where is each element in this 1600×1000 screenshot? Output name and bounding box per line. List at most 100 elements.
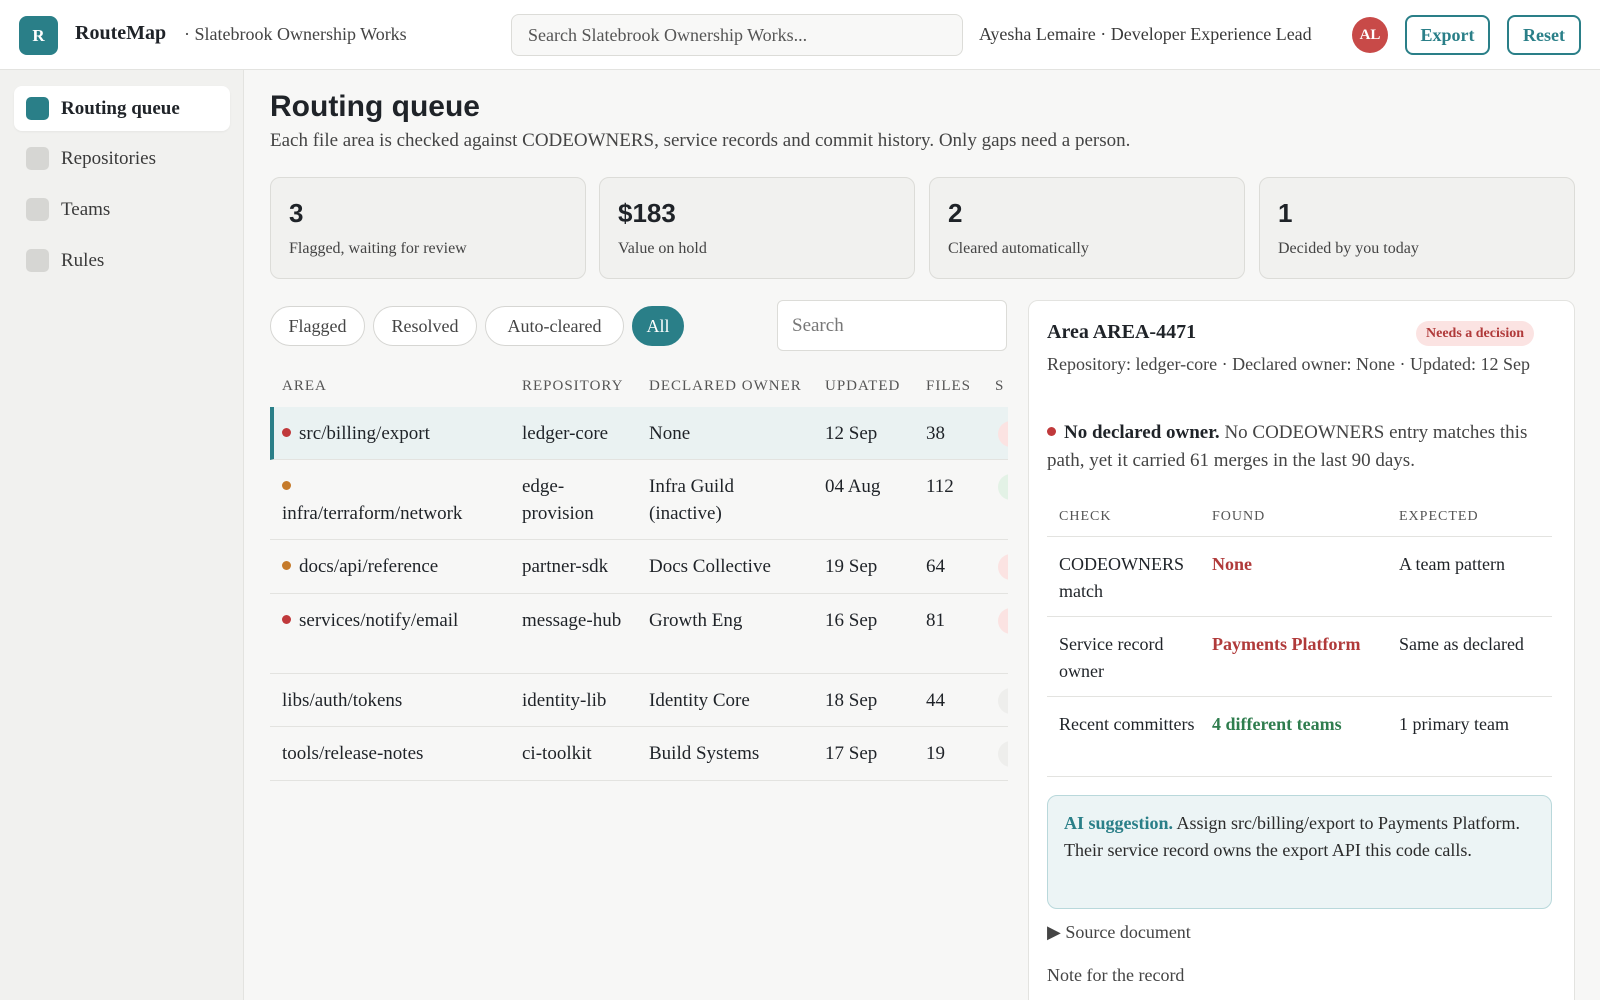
check-divider xyxy=(1047,776,1552,777)
table-row[interactable]: src/billing/export ledger-core None 12 S… xyxy=(270,407,1008,460)
table-row[interactable]: libs/auth/tokens identity-lib Identity C… xyxy=(270,674,1008,727)
column-header-updated[interactable]: UPDATED xyxy=(825,378,901,394)
files-cell: 112 xyxy=(926,476,954,497)
updated-cell: 12 Sep xyxy=(825,423,878,444)
export-button[interactable]: Export xyxy=(1405,15,1490,55)
page-subtitle: Each file area is checked against CODEOW… xyxy=(270,130,1131,151)
table-search-input[interactable]: Search xyxy=(777,300,1007,351)
sidebar-item-rules[interactable]: Rules xyxy=(14,238,230,283)
column-header-status[interactable]: S xyxy=(995,378,1005,394)
table-row[interactable]: infra/terraform/network edge-provision I… xyxy=(270,460,1008,540)
repository-cell: ledger-core xyxy=(522,423,609,444)
status-dot-red xyxy=(282,428,291,437)
status-dot-red xyxy=(1047,427,1056,436)
finding-headline: No declared owner. xyxy=(1064,422,1220,443)
column-header-area[interactable]: AREA xyxy=(282,378,327,394)
check-found: Payments Platform xyxy=(1212,634,1361,654)
status-dot-orange xyxy=(282,561,291,570)
stat-label: Decided by you today xyxy=(1278,240,1419,257)
area-path: services/notify/email xyxy=(299,610,459,631)
reset-button[interactable]: Reset xyxy=(1507,15,1581,55)
finding-text: No CODEOWNERS entry matches this path, y… xyxy=(1047,422,1528,471)
avatar[interactable]: AL xyxy=(1352,17,1388,53)
updated-cell: 19 Sep xyxy=(825,556,878,577)
stat-card-flagged: 3 Flagged, waiting for review xyxy=(270,177,586,279)
stat-card-cleared: 2 Cleared automatically xyxy=(929,177,1245,279)
area-cell: infra/terraform/network xyxy=(282,473,512,527)
area-cell: services/notify/email xyxy=(282,607,458,634)
stat-label: Flagged, waiting for review xyxy=(289,240,467,257)
app-name: RouteMap xyxy=(75,22,167,44)
repository-cell: edge-provision xyxy=(522,476,594,524)
stat-value: 1 xyxy=(1278,198,1293,228)
area-path: infra/terraform/network xyxy=(282,503,463,524)
sidebar-item-label: Teams xyxy=(61,198,111,220)
filter-chip-auto-cleared[interactable]: Auto-cleared xyxy=(485,306,624,346)
sidebar: Routing queue Repositories Teams Rules xyxy=(0,70,244,1000)
check-divider xyxy=(1047,616,1552,617)
stat-value: $183 xyxy=(618,198,676,228)
detail-meta: Repository: ledger-core · Declared owner… xyxy=(1047,354,1530,374)
status-pill xyxy=(998,421,1008,447)
sidebar-item-routing-queue[interactable]: Routing queue xyxy=(14,86,230,131)
column-header-repository[interactable]: REPOSITORY xyxy=(522,378,624,394)
check-found: None xyxy=(1212,554,1252,574)
updated-cell: 18 Sep xyxy=(825,690,878,711)
filter-chip-flagged[interactable]: Flagged xyxy=(270,306,365,346)
status-pill xyxy=(998,688,1008,714)
table-row[interactable]: docs/api/reference partner-sdk Docs Coll… xyxy=(270,540,1008,594)
area-cell: docs/api/reference xyxy=(282,553,438,580)
check-found: 4 different teams xyxy=(1212,714,1342,734)
check-expected: Same as declared xyxy=(1399,634,1524,654)
sidebar-item-label: Rules xyxy=(61,249,105,271)
sidebar-item-repositories[interactable]: Repositories xyxy=(14,136,230,181)
owner-cell: Identity Core xyxy=(649,690,750,711)
stat-card-decided: 1 Decided by you today xyxy=(1259,177,1575,279)
queue-icon xyxy=(26,97,49,120)
filter-chip-all[interactable]: All xyxy=(632,306,684,346)
files-cell: 19 xyxy=(926,743,945,764)
status-pill xyxy=(998,554,1008,580)
table-row[interactable]: tools/release-notes ci-toolkit Build Sys… xyxy=(270,727,1008,781)
detail-panel: Area AREA-4471 Needs a decision Reposito… xyxy=(1028,300,1575,1000)
updated-cell: 17 Sep xyxy=(825,743,878,764)
status-dot-red xyxy=(282,615,291,624)
check-name: Service record owner xyxy=(1059,634,1164,681)
top-bar: R RouteMap · Slatebrook Ownership Works … xyxy=(0,0,1600,70)
sidebar-item-label: Repositories xyxy=(61,147,156,169)
teams-icon xyxy=(26,198,49,221)
check-divider xyxy=(1047,536,1552,537)
sidebar-item-teams[interactable]: Teams xyxy=(14,187,230,232)
check-header-expected: EXPECTED xyxy=(1399,509,1479,524)
area-cell: tools/release-notes xyxy=(282,743,424,764)
column-header-files[interactable]: FILES xyxy=(926,378,972,394)
note-label: Note for the record xyxy=(1047,965,1185,985)
owner-cell: Growth Eng xyxy=(649,610,743,631)
area-cell: src/billing/export xyxy=(282,420,430,447)
app-logo[interactable]: R xyxy=(19,16,58,55)
owner-cell: None xyxy=(649,423,691,444)
org-name: · Slatebrook Ownership Works xyxy=(184,24,407,44)
check-header-found: FOUND xyxy=(1212,509,1266,524)
stat-card-value-on-hold: $183 Value on hold xyxy=(599,177,915,279)
owner-cell: Docs Collective xyxy=(649,556,771,577)
filter-chip-resolved[interactable]: Resolved xyxy=(373,306,477,346)
status-pill xyxy=(998,474,1008,500)
user-name-role: Ayesha Lemaire · Developer Experience Le… xyxy=(979,24,1312,44)
table-row[interactable]: services/notify/email message-hub Growth… xyxy=(270,594,1008,674)
status-pill xyxy=(998,608,1008,634)
ai-suggestion-text: Assign src/billing/export to Payments Pl… xyxy=(1064,813,1521,860)
check-expected: A team pattern xyxy=(1399,554,1505,574)
status-badge: Needs a decision xyxy=(1416,321,1534,346)
source-document-toggle[interactable]: ▶ Source document xyxy=(1047,922,1191,942)
repository-cell: ci-toolkit xyxy=(522,743,592,764)
stat-value: 2 xyxy=(948,198,963,228)
owner-cell: Infra Guild (inactive) xyxy=(649,476,734,524)
column-header-declared-owner[interactable]: DECLARED OWNER xyxy=(649,378,802,394)
check-name: Recent committers xyxy=(1059,714,1195,734)
detail-finding: No declared owner. No CODEOWNERS entry m… xyxy=(1047,419,1552,475)
updated-cell: 04 Aug xyxy=(825,476,881,497)
global-search-input[interactable]: Search Slatebrook Ownership Works... xyxy=(511,14,963,56)
area-cell: libs/auth/tokens xyxy=(282,690,403,711)
stat-label: Value on hold xyxy=(618,240,707,257)
